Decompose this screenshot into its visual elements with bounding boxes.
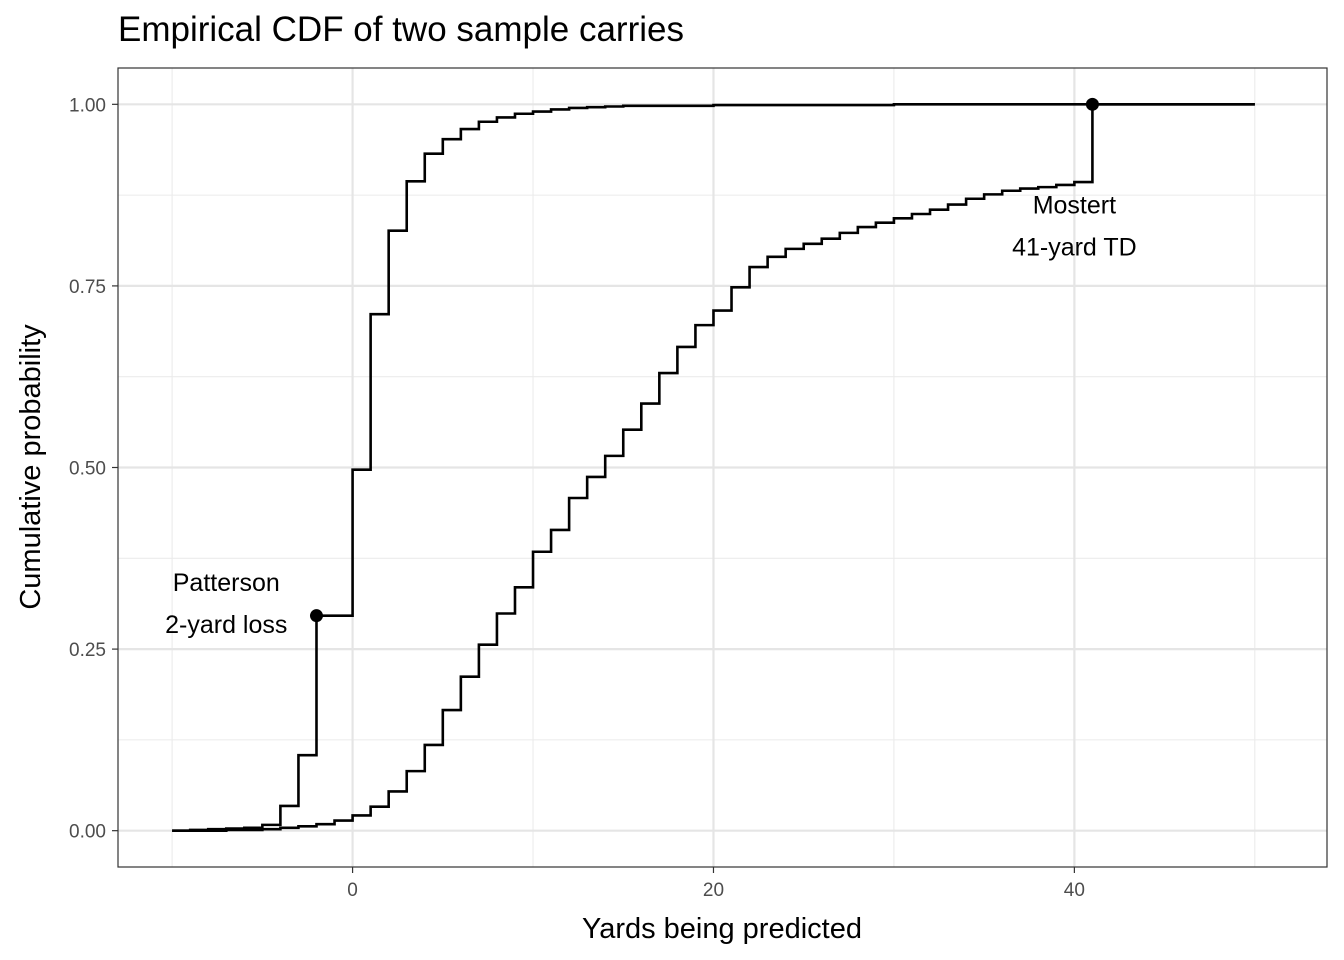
- x-axis-title: Yards being predicted: [582, 913, 862, 945]
- x-tick-label: 0: [347, 880, 358, 901]
- chart-title: Empirical CDF of two sample carries: [118, 10, 684, 49]
- x-axis: 0 20 40: [347, 867, 1085, 901]
- y-tick-label: 1.00: [69, 95, 106, 116]
- cdf-step-line-2: [172, 103, 1255, 832]
- y-axis-title: Cumulative probability: [15, 324, 47, 610]
- y-tick-label: 0.25: [69, 640, 106, 661]
- annotation-group: Patterson 2-yard loss Mostert 41-yard TD: [165, 191, 1137, 639]
- highlight-point: [1085, 97, 1099, 111]
- series-group: [172, 103, 1255, 832]
- annotation-label: 2-yard loss: [165, 611, 287, 639]
- y-axis: 0.00 0.25 0.50 0.75 1.00: [69, 95, 118, 843]
- annotation-label: 41-yard TD: [1012, 233, 1137, 261]
- cdf-step-line-1: [172, 103, 1255, 832]
- highlight-point: [309, 609, 323, 623]
- y-tick-label: 0.50: [69, 459, 106, 480]
- points-group: [309, 97, 1099, 623]
- x-tick-label: 40: [1064, 880, 1085, 901]
- x-tick-label: 20: [703, 880, 724, 901]
- y-tick-label: 0.00: [69, 822, 106, 843]
- annotation-label: Patterson: [173, 569, 280, 597]
- y-tick-label: 0.75: [69, 277, 106, 298]
- annotation-label: Mostert: [1033, 191, 1116, 219]
